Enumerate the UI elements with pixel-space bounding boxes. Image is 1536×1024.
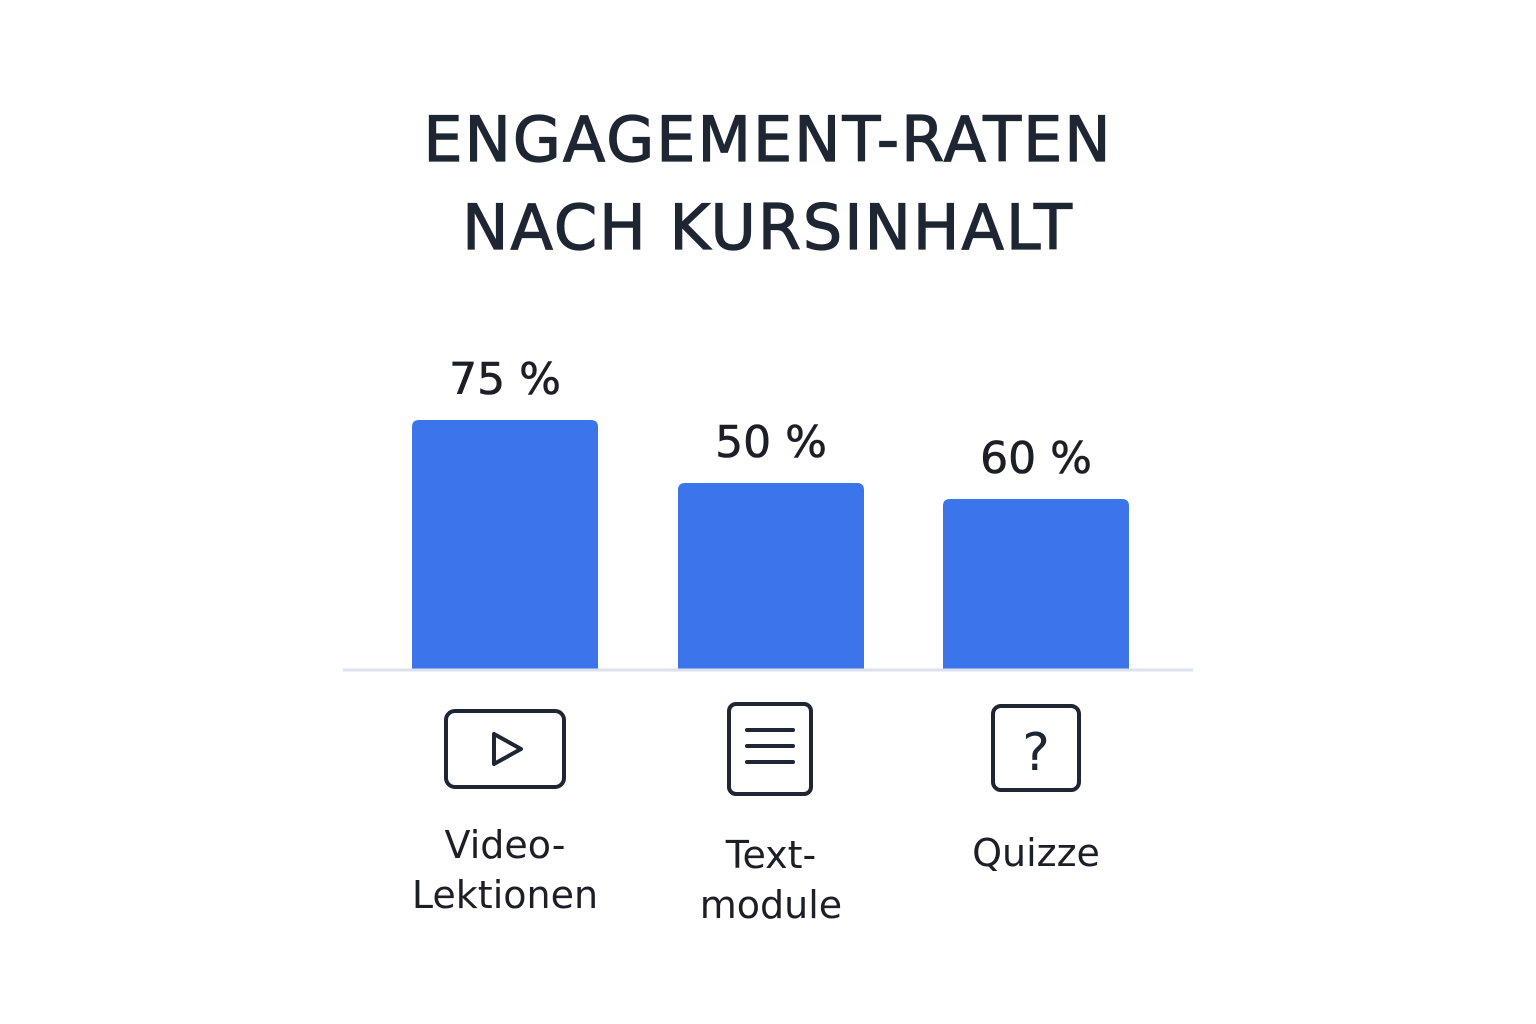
value-label-1: 50 % <box>715 417 827 468</box>
bar-0 <box>412 420 598 670</box>
value-label-2: 60 % <box>980 433 1092 484</box>
bar-2 <box>943 499 1129 670</box>
chart-title: ENGAGEMENT-RATEN NACH KURSINHALT <box>0 96 1536 272</box>
bars-group <box>412 420 1129 670</box>
chart-title-line-2: NACH KURSINHALT <box>462 190 1074 264</box>
question-mark-glyph: ? <box>1022 723 1050 783</box>
question-mark-icon: ? <box>991 704 1081 792</box>
category-label-0-line-1: Lektionen <box>412 873 598 917</box>
category-label-2-line-0: Quizze <box>972 831 1100 875</box>
text-document-icon <box>727 702 813 796</box>
video-play-icon <box>444 709 566 789</box>
category-label-0-line-0: Video- <box>445 823 566 867</box>
chart-title-line-1: ENGAGEMENT-RATEN <box>423 102 1113 176</box>
category-label-1-line-0: Text- <box>725 833 817 877</box>
value-labels-group: 75 % 50 % 60 % <box>449 354 1092 485</box>
category-icons-group: ? <box>444 702 1081 796</box>
bar-1 <box>678 483 864 670</box>
value-label-0: 75 % <box>449 354 561 405</box>
category-labels-group: Video- Lektionen Text-module Quizze <box>412 823 1100 927</box>
category-label-1-line-1: module <box>700 883 842 927</box>
